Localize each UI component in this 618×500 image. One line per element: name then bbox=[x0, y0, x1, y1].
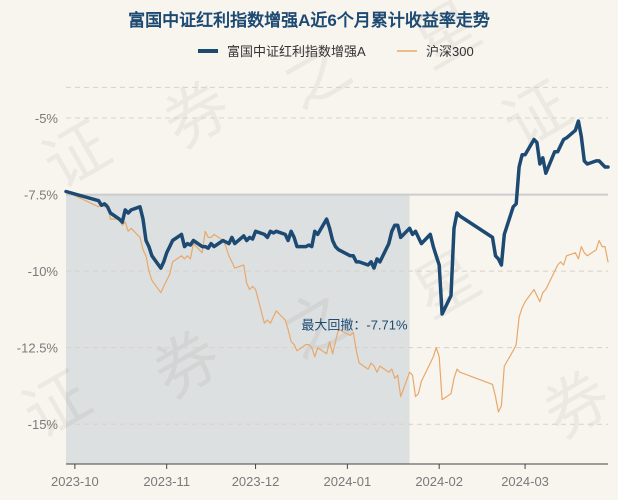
y-tick-label: -10% bbox=[28, 264, 59, 279]
x-tick-label: 2024-02 bbox=[415, 474, 463, 489]
max-drawdown-label: 最大回撤：-7.71% bbox=[301, 317, 408, 332]
plot-area: -5% -7.5% -10% -12.5% -15% 2023-10 2023-11 2023… bbox=[17, 86, 610, 489]
y-tick-label: -5% bbox=[35, 111, 59, 126]
watermark-glyph: 星 bbox=[401, 238, 493, 334]
watermark-glyph: 券 bbox=[151, 68, 243, 164]
series-line-fund bbox=[64, 119, 610, 316]
series-line-index bbox=[65, 190, 609, 413]
x-tick-label: 2023-11 bbox=[143, 474, 190, 489]
legend-label-fund: 富国中证红利指数增强A bbox=[227, 44, 366, 59]
legend-label-index: 沪深300 bbox=[426, 44, 474, 59]
x-tick-label: 2023-12 bbox=[232, 474, 280, 489]
x-tick-label: 2023-10 bbox=[51, 474, 99, 489]
chart-title: 富国中证红利指数增强A近6个月累计收益率走势 bbox=[128, 10, 490, 30]
y-tick-label: -12.5% bbox=[17, 341, 59, 356]
x-tick-label: 2024-01 bbox=[324, 474, 372, 489]
watermark-glyph: 之 bbox=[271, 28, 363, 124]
y-tick-label: -7.5% bbox=[24, 188, 58, 203]
y-tick-label: -15% bbox=[28, 417, 59, 432]
x-tick-label: 2024-03 bbox=[501, 474, 549, 489]
legend: 富国中证红利指数增强A 沪深300 bbox=[198, 44, 474, 59]
watermark-glyph: 券 bbox=[531, 358, 618, 454]
